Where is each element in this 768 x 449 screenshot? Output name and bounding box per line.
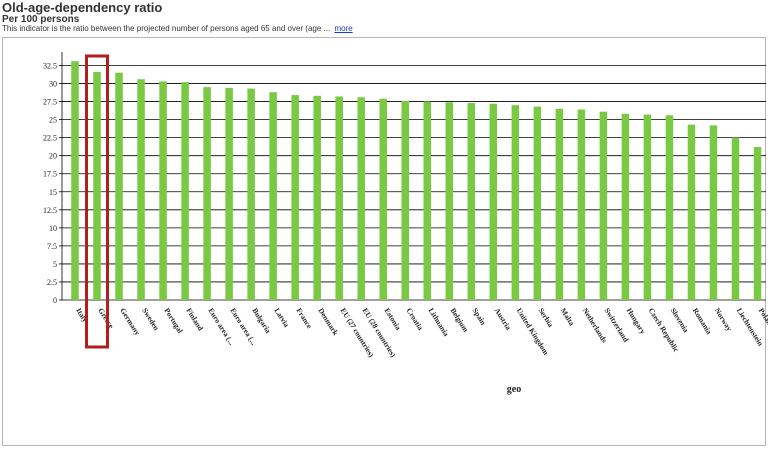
bar (203, 87, 211, 301)
y-tick-label: 15 (49, 188, 57, 197)
y-tick-label: 20 (49, 152, 57, 161)
x-tick-label: Serbia (537, 306, 556, 329)
bar (181, 82, 189, 300)
x-tick-label: Spain (471, 306, 489, 327)
y-tick-label: 12.5 (43, 206, 57, 215)
bar (621, 113, 630, 300)
bar (555, 108, 564, 301)
y-tick-label: 32.5 (43, 62, 57, 71)
bar (423, 101, 432, 300)
x-tick-label: Sweden (140, 306, 161, 332)
x-tick-label: Norway (713, 306, 734, 333)
bar (533, 106, 542, 301)
bar (665, 115, 674, 300)
bar (709, 125, 718, 300)
x-tick-label: Poland (757, 306, 768, 331)
bar (401, 100, 409, 301)
bar (269, 92, 277, 300)
unit-subtitle: Per 100 persons (2, 14, 80, 25)
bar (313, 95, 321, 300)
bar (115, 72, 123, 300)
x-tick-label: Romania (691, 306, 714, 336)
more-link[interactable]: more (334, 24, 353, 33)
x-tick-label: Hungary (625, 306, 648, 335)
bar (225, 87, 233, 300)
y-tick-label: 5 (53, 260, 57, 269)
bar (643, 114, 652, 301)
x-tick-label: Finland (184, 306, 205, 333)
x-tick-label: Croatia (405, 306, 426, 332)
bar (335, 96, 343, 300)
bar (489, 103, 498, 300)
bar (599, 111, 608, 300)
x-tick-label: Portugal (162, 306, 184, 334)
x-tick-label: Belgium (449, 306, 471, 334)
bar (71, 61, 79, 300)
bar (137, 79, 145, 300)
y-tick-label: 30 (49, 80, 57, 89)
x-tick-label: Latvia (272, 306, 291, 329)
y-tick-label: 10 (49, 224, 57, 233)
description-text: This indicator is the ratio between the … (2, 24, 331, 33)
y-tick-label: 2.5 (47, 278, 57, 287)
bar (467, 103, 476, 301)
y-tick-label: 17.5 (43, 170, 57, 179)
x-tick-label: Estonia (383, 306, 404, 331)
x-tick-label: Austria (493, 306, 514, 331)
x-axis-label: geo (507, 384, 521, 395)
bar (291, 95, 299, 301)
bar (445, 102, 454, 300)
highlight-box (85, 54, 110, 349)
bar (731, 137, 740, 300)
bar (753, 147, 762, 300)
x-tick-label: Slovenia (669, 306, 691, 334)
x-tick-label: Malta (559, 306, 577, 327)
x-tick-label: Lithuania (427, 306, 452, 338)
y-tick-label: 25 (49, 116, 57, 125)
bar (357, 97, 365, 300)
y-tick-label: 0 (53, 296, 57, 305)
y-tick-label: 22.5 (43, 134, 57, 143)
bar (159, 81, 167, 301)
x-tick-label: Bulgaria (250, 306, 273, 335)
x-tick-label: Germany (118, 306, 142, 337)
x-tick-label: France (294, 306, 314, 330)
x-tick-label: Denmark (316, 306, 340, 337)
bar (247, 88, 255, 300)
indicator-description: This indicator is the ratio between the … (2, 24, 353, 33)
bar (511, 105, 520, 300)
bar (577, 109, 586, 300)
y-tick-label: 27.5 (43, 98, 57, 107)
bar (687, 124, 696, 300)
bar (379, 98, 387, 301)
bar (93, 71, 101, 301)
y-tick-label: 7.5 (47, 242, 57, 251)
page-title: Old-age-dependency ratio (2, 0, 163, 15)
